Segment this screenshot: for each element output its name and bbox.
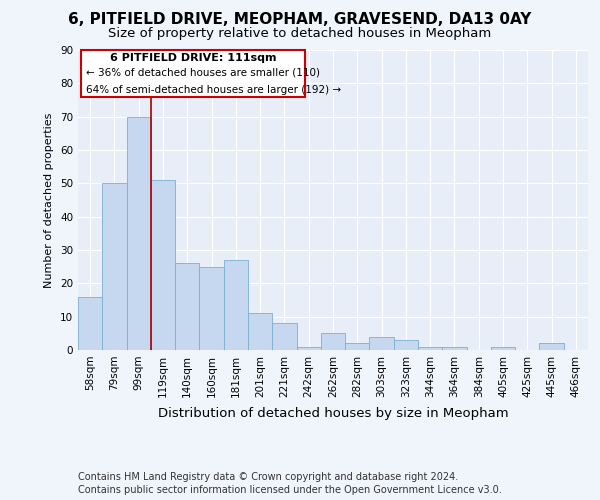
- Bar: [175, 264, 199, 350]
- Bar: [442, 346, 467, 350]
- Text: Contains HM Land Registry data © Crown copyright and database right 2024.: Contains HM Land Registry data © Crown c…: [78, 472, 458, 482]
- Bar: [102, 184, 127, 350]
- Bar: [394, 340, 418, 350]
- Text: 6 PITFIELD DRIVE: 111sqm: 6 PITFIELD DRIVE: 111sqm: [110, 53, 276, 63]
- Bar: [321, 334, 345, 350]
- Bar: [418, 346, 442, 350]
- Text: Distribution of detached houses by size in Meopham: Distribution of detached houses by size …: [158, 408, 508, 420]
- Text: 6, PITFIELD DRIVE, MEOPHAM, GRAVESEND, DA13 0AY: 6, PITFIELD DRIVE, MEOPHAM, GRAVESEND, D…: [68, 12, 532, 28]
- Bar: [151, 180, 175, 350]
- Text: Contains public sector information licensed under the Open Government Licence v3: Contains public sector information licen…: [78, 485, 502, 495]
- Bar: [345, 344, 370, 350]
- Bar: [272, 324, 296, 350]
- Bar: [224, 260, 248, 350]
- Bar: [248, 314, 272, 350]
- Bar: [296, 346, 321, 350]
- Bar: [370, 336, 394, 350]
- Bar: [539, 344, 564, 350]
- FancyBboxPatch shape: [80, 50, 305, 96]
- Text: 64% of semi-detached houses are larger (192) →: 64% of semi-detached houses are larger (…: [86, 84, 341, 94]
- Bar: [491, 346, 515, 350]
- Bar: [127, 116, 151, 350]
- Bar: [78, 296, 102, 350]
- Text: Size of property relative to detached houses in Meopham: Size of property relative to detached ho…: [109, 28, 491, 40]
- Bar: [199, 266, 224, 350]
- Text: ← 36% of detached houses are smaller (110): ← 36% of detached houses are smaller (11…: [86, 68, 320, 78]
- Y-axis label: Number of detached properties: Number of detached properties: [44, 112, 55, 288]
